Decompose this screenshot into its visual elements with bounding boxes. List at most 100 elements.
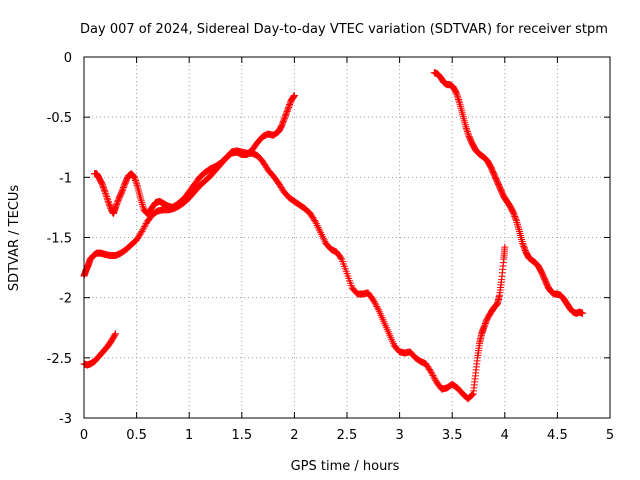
data-point [138,227,146,235]
data-point [430,373,438,381]
y-tick-label: -2 [59,292,72,307]
data-point [467,392,475,400]
data-point [312,220,320,228]
data-point [140,223,148,231]
data-point [462,124,470,132]
data-point [313,221,321,229]
data-point [318,232,326,240]
y-tick-label: -3 [59,412,72,427]
data-point [137,197,145,205]
data-point [512,217,520,225]
data-point [131,175,139,183]
data-point [462,123,470,131]
data-point [431,375,439,383]
data-point [320,236,328,244]
data-point [101,188,109,196]
data-point [112,330,120,338]
data-point [132,177,140,185]
data-point [514,222,522,230]
data-point [289,93,297,101]
x-tick-label: 0.5 [126,428,147,443]
data-point [468,391,476,399]
data-point [319,234,327,242]
data-point [103,194,111,202]
y-tick-label: -0.5 [47,111,72,126]
data-point [138,200,146,208]
x-tick-label: 0 [80,428,88,443]
data-point [311,216,319,224]
x-tick-label: 1.5 [231,428,252,443]
data-point [372,301,380,309]
data-point [318,230,326,238]
data-point [370,298,378,306]
data-point [501,243,509,251]
x-axis-label: GPS time / hours [291,459,400,474]
data-point [130,173,138,181]
data-point [140,224,148,232]
chart-title: Day 007 of 2024, Sidereal Day-to-day VTE… [80,22,608,37]
data-point [132,178,140,186]
x-tick-label: 1 [185,428,193,443]
data-point [139,226,147,234]
data-point [102,191,110,199]
data-point [463,126,471,134]
data-point [454,94,462,102]
x-tick-label: 4 [501,428,509,443]
series-arc-a [80,330,120,369]
data-point [104,196,112,204]
y-tick-label: 0 [64,51,72,66]
data-point [512,215,520,223]
x-tick-label: 4.5 [547,428,568,443]
data-point [428,370,436,378]
y-tick-label: -1 [59,171,72,186]
data-point [139,202,147,210]
data-point [464,129,472,137]
x-tick-label: 2.5 [337,428,358,443]
data-point [452,89,460,97]
data-point [426,367,434,375]
x-tick-label: 2 [290,428,298,443]
data-point [513,220,521,228]
data-point [137,229,145,237]
x-tick-label: 5 [606,428,614,443]
data-point [374,304,382,312]
data-points [80,69,587,403]
data-point [290,92,298,100]
data-point [133,181,141,189]
data-point [311,218,319,226]
data-point [315,225,323,233]
data-point [102,189,110,197]
y-tick-label: -1.5 [47,232,72,247]
data-point [111,331,119,339]
x-tick-label: 3.5 [442,428,463,443]
data-point [337,254,345,262]
y-tick-label: -2.5 [47,352,72,367]
grid-lines [84,57,610,418]
data-point [369,296,377,304]
data-point [141,221,149,229]
data-point [463,128,471,136]
x-tick-label: 3 [395,428,403,443]
data-point [373,302,381,310]
data-point [314,223,322,231]
data-point [513,218,521,226]
series-arc-d [430,69,587,317]
data-point [138,199,146,207]
data-point [101,186,109,194]
y-axis-label: SDTVAR / TECUs [7,185,22,292]
data-point [103,193,111,201]
data-point [290,92,298,100]
data-point [371,299,379,307]
data-point [455,97,463,105]
data-point [429,371,437,379]
data-point [316,227,324,235]
axis-ticks: 0 0.5 1 1.5 2 2.5 3 3.5 4 4.5 5 0 -0.5 -1 -1.5 -2 -2.5 -3 [47,51,615,443]
data-point [579,309,587,317]
data-point [137,195,145,203]
data-point [453,91,461,99]
data-point [453,92,461,100]
data-point [133,180,141,188]
data-point [514,224,522,232]
